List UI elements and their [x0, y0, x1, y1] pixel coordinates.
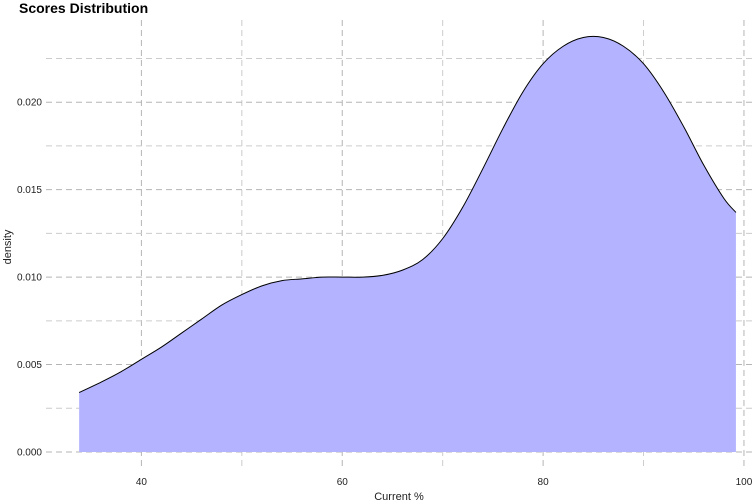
x-tick-label: 80	[538, 477, 550, 488]
y-axis-ticks: 0.000 0.005 0.010 0.015 0.020	[17, 98, 42, 459]
y-axis-label: density	[2, 229, 14, 264]
x-tick-label: 60	[337, 477, 349, 488]
y-tick-label: 0.015	[17, 185, 42, 196]
x-axis-label: Current %	[374, 491, 424, 503]
y-tick-label: 0.020	[17, 98, 42, 109]
density-area	[79, 36, 736, 453]
x-axis-ticks: 40 60 80 100	[136, 477, 753, 488]
density-line	[78, 35, 737, 393]
x-tick-label: 40	[136, 477, 148, 488]
y-tick-label: 0.010	[17, 273, 42, 284]
x-tick-label: 100	[736, 477, 753, 488]
chart-title: Scores Distribution	[19, 0, 148, 16]
y-tick-label: 0.005	[17, 360, 42, 371]
y-tick-label: 0.000	[17, 448, 42, 459]
